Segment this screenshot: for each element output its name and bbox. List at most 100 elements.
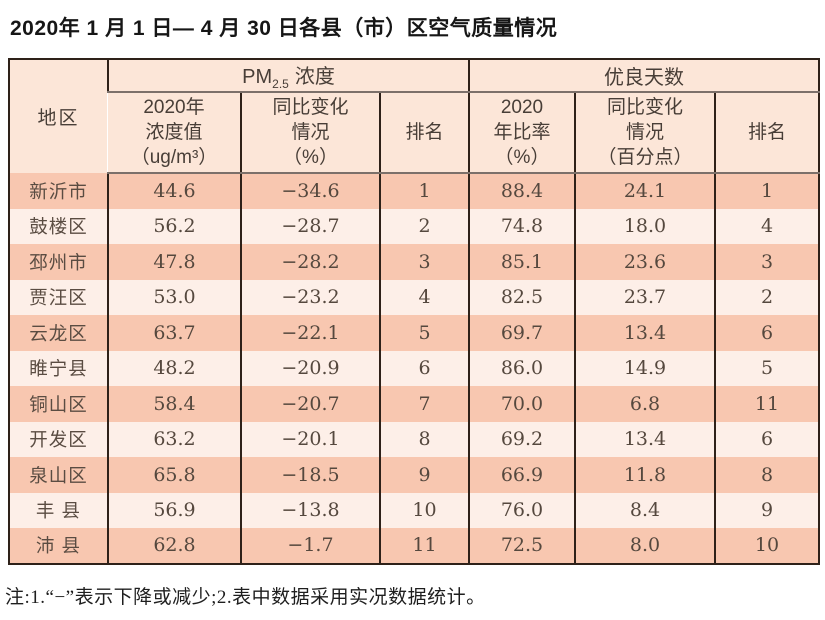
pm-change-cell: −28.2 [240, 244, 380, 280]
pm-value-cell: 47.8 [107, 244, 241, 280]
good-change-cell: 13.4 [574, 421, 715, 457]
region-cell: 邳州市 [29, 251, 88, 273]
pm-label-prefix: PM [242, 66, 273, 88]
region-cell: 贾汪区 [29, 287, 88, 309]
region-cell: 铜山区 [29, 393, 88, 415]
good-change-cell: 23.6 [574, 244, 715, 280]
header-pm-rank: 排名 [379, 92, 469, 174]
pm-rank-cell: 3 [379, 244, 469, 280]
good-rank-cell: 2 [713, 279, 820, 315]
air-quality-table: 地区 PM2.5 浓度 优良天数 2020年 浓度值 （ug/m³） 同比变化 情… [8, 58, 821, 565]
pm-rank-cell: 6 [379, 350, 469, 386]
pm-value-cell: 48.2 [107, 350, 241, 386]
region-cell: 丰 县 [35, 500, 82, 522]
good-ratio-cell: 69.2 [468, 421, 575, 457]
good-change-cell: 13.4 [574, 315, 715, 351]
table-header: 地区 PM2.5 浓度 优良天数 2020年 浓度值 （ug/m³） 同比变化 情… [9, 59, 820, 174]
table-row: 开发区 63.2 −20.1 8 69.2 13.4 6 [9, 421, 820, 457]
good-rank-cell: 5 [713, 350, 820, 386]
region-cell: 泉山区 [29, 464, 88, 486]
good-change-cell: 23.7 [574, 279, 715, 315]
pm-change-cell: −18.5 [240, 457, 380, 493]
header-group-row: 地区 PM2.5 浓度 优良天数 [9, 59, 820, 173]
pm-rank-cell: 8 [379, 421, 469, 457]
good-ratio-cell: 74.8 [468, 208, 575, 244]
table-row: 邳州市 47.8 −28.2 3 85.1 23.6 3 [9, 244, 820, 280]
good-change-cell: 11.8 [574, 457, 715, 493]
pm-rank-cell: 2 [379, 208, 469, 244]
good-ratio-cell: 76.0 [468, 492, 575, 528]
pm-change-cell: −20.7 [240, 386, 380, 422]
table-body: 新沂市 44.6 −34.6 1 88.4 24.1 1 鼓楼区 56.2 −2… [9, 173, 820, 564]
table-row: 新沂市 44.6 −34.6 1 88.4 24.1 1 [9, 173, 820, 209]
region-cell: 开发区 [29, 429, 88, 451]
good-rank-cell: 1 [713, 173, 820, 209]
page-title: 2020年 1 月 1 日— 4 月 30 日各县（市）区空气质量情况 [10, 17, 558, 40]
pm-rank-cell: 5 [379, 315, 469, 351]
header-columns-row: 2020年 浓度值 （ug/m³） 同比变化 情况 （%） 排名 2020 年比… [9, 92, 820, 174]
header-good-ratio: 2020 年比率 （%） [468, 92, 575, 174]
table-row: 云龙区 63.7 −22.1 5 69.7 13.4 6 [9, 315, 820, 351]
good-ratio-cell: 86.0 [468, 350, 575, 386]
table-row: 贾汪区 53.0 −23.2 4 82.5 23.7 2 [9, 279, 820, 315]
pm-rank-cell: 11 [379, 528, 469, 564]
pm-rank-cell: 7 [379, 386, 469, 422]
region-cell: 沛 县 [35, 535, 82, 557]
table-row: 鼓楼区 56.2 −28.7 2 74.8 18.0 4 [9, 208, 820, 244]
header-good-change: 同比变化 情况 （百分点） [574, 92, 715, 174]
good-rank-cell: 3 [713, 244, 820, 280]
region-cell: 鼓楼区 [29, 216, 88, 238]
pm-rank-cell: 10 [379, 492, 469, 528]
good-change-cell: 18.0 [574, 208, 715, 244]
header-pm-change: 同比变化 情况 （%） [240, 92, 380, 174]
pm-value-cell: 63.7 [107, 315, 241, 351]
pm-label-subscript: 2.5 [272, 77, 289, 91]
pm-value-cell: 62.8 [107, 528, 241, 564]
region-cell: 云龙区 [29, 322, 88, 344]
table-row: 铜山区 58.4 −20.7 7 70.0 6.8 11 [9, 386, 820, 422]
good-rank-cell: 6 [713, 315, 820, 351]
pm-change-cell: −20.9 [240, 350, 380, 386]
pm-label-suffix: 浓度 [294, 66, 335, 88]
pm-value-cell: 58.4 [107, 386, 241, 422]
pm-value-cell: 56.2 [107, 208, 241, 244]
header-pm-value: 2020年 浓度值 （ug/m³） [108, 92, 241, 174]
good-ratio-cell: 88.4 [468, 173, 575, 209]
good-ratio-cell: 69.7 [468, 315, 575, 351]
good-change-cell: 8.4 [574, 492, 715, 528]
good-change-cell: 14.9 [574, 350, 715, 386]
good-change-cell: 6.8 [574, 386, 715, 422]
pm-change-cell: −34.6 [240, 173, 380, 209]
good-ratio-cell: 66.9 [468, 457, 575, 493]
pm-change-cell: −22.1 [240, 315, 380, 351]
table-row: 丰 县 56.9 −13.8 10 76.0 8.4 9 [9, 492, 820, 528]
good-change-cell: 8.0 [574, 528, 715, 564]
pm-change-cell: −13.8 [240, 492, 380, 528]
pm-value-cell: 65.8 [107, 457, 241, 493]
pm-change-cell: −28.7 [240, 208, 380, 244]
pm-rank-cell: 9 [379, 457, 469, 493]
good-ratio-cell: 82.5 [468, 279, 575, 315]
pm-rank-cell: 4 [379, 279, 469, 315]
header-good-rank: 排名 [713, 92, 820, 174]
pm-change-cell: −1.7 [240, 528, 380, 564]
good-change-cell: 24.1 [574, 173, 715, 209]
good-ratio-cell: 72.5 [468, 528, 575, 564]
header-pm-group: PM2.5 浓度 [107, 59, 469, 93]
footnote: 注:1.“−”表示下降或减少;2.表中数据采用实况数据统计。 [5, 586, 486, 608]
header-good-days-group: 优良天数 [467, 59, 820, 93]
good-rank-cell: 6 [713, 421, 820, 457]
pm-rank-cell: 1 [379, 173, 469, 209]
region-cell: 新沂市 [29, 180, 88, 202]
good-rank-cell: 10 [713, 528, 820, 564]
good-rank-cell: 11 [713, 386, 820, 422]
pm-change-cell: −23.2 [240, 279, 380, 315]
good-rank-cell: 8 [713, 457, 820, 493]
header-region: 地区 [9, 59, 108, 173]
pm-value-cell: 56.9 [107, 492, 241, 528]
pm-change-cell: −20.1 [240, 421, 380, 457]
table-row: 沛 县 62.8 −1.7 11 72.5 8.0 10 [9, 528, 820, 564]
pm-value-cell: 53.0 [107, 279, 241, 315]
region-cell: 睢宁县 [29, 358, 88, 380]
